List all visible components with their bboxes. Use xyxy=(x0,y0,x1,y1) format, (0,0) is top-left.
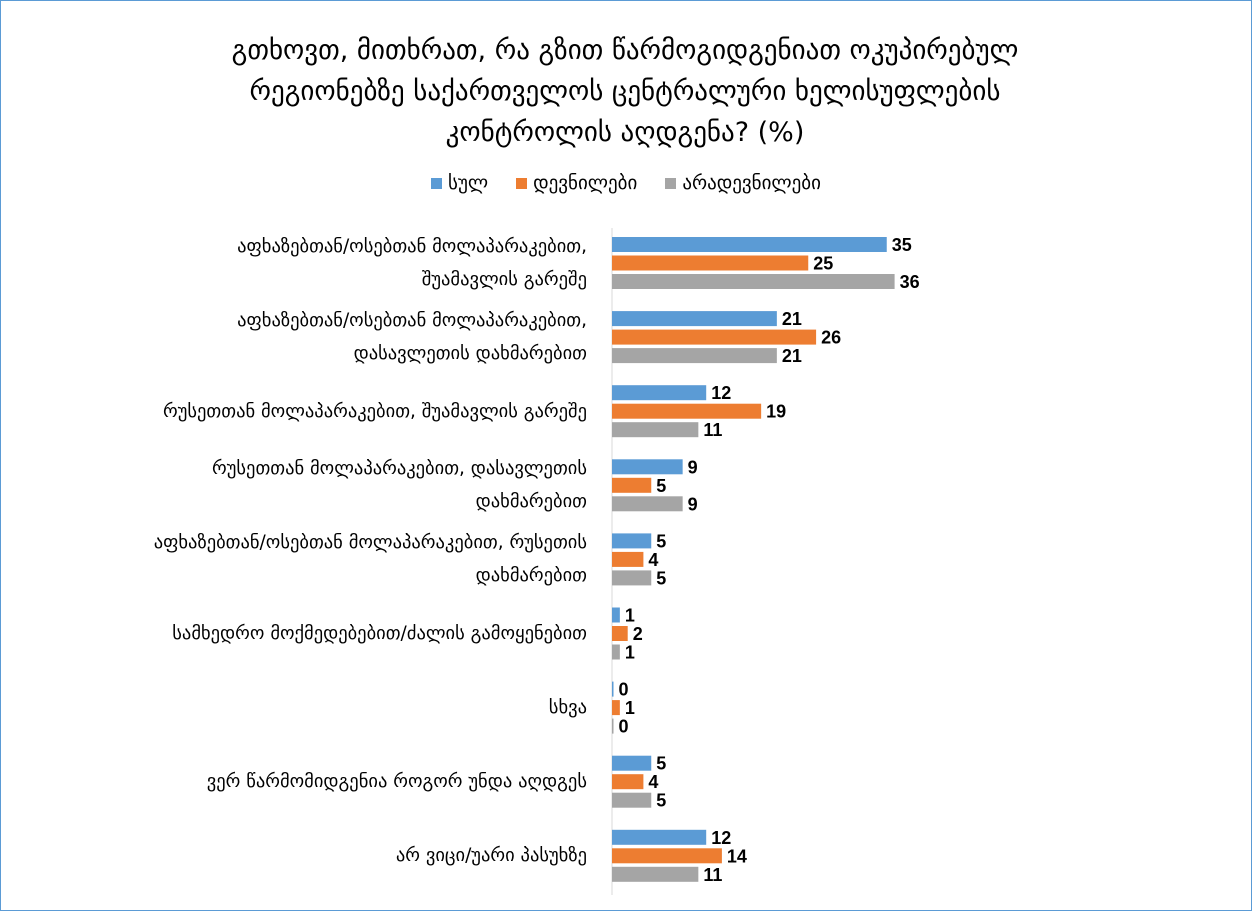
data-label: 9 xyxy=(688,494,698,514)
bar xyxy=(612,329,817,345)
data-label: 35 xyxy=(892,235,912,255)
bar xyxy=(612,311,777,327)
data-label: 0 xyxy=(619,717,629,737)
category-label-line: აფხაზებთან/ოსებთან მოლაპარაკებით, xyxy=(237,236,587,257)
bar xyxy=(612,477,652,493)
data-label: 4 xyxy=(648,550,658,570)
data-label: 12 xyxy=(711,828,731,848)
data-label: 25 xyxy=(813,254,833,274)
bar xyxy=(612,255,809,271)
bar xyxy=(612,607,620,623)
data-label: 5 xyxy=(656,531,666,551)
category-label-line: დახმარებით xyxy=(475,491,587,513)
category-label-line: რუსეთთან მოლაპარაკებით, დასავლეთის xyxy=(212,458,587,480)
data-label: 36 xyxy=(900,272,920,292)
bar xyxy=(612,755,652,771)
data-label: 5 xyxy=(656,791,666,811)
data-label: 14 xyxy=(727,846,747,866)
legend-swatch-non-idp xyxy=(665,177,677,189)
bar xyxy=(612,570,652,586)
category-label: რუსეთთან მოლაპარაკებით, დასავლეთის დახმარ… xyxy=(0,452,587,518)
data-label: 5 xyxy=(656,568,666,588)
data-label: 5 xyxy=(656,754,666,774)
data-label: 12 xyxy=(711,383,731,403)
category-label-line: შუამავლის გარეშე xyxy=(421,269,587,290)
legend-swatch-total xyxy=(431,177,443,189)
category-label: აფხაზებთან/ოსებთან მოლაპარაკებით, დასავლე… xyxy=(0,304,587,370)
category-label: აფხაზებთან/ოსებთან მოლაპარაკებით, რუსეთი… xyxy=(0,526,587,592)
bar xyxy=(612,274,895,289)
data-label: 21 xyxy=(782,309,802,329)
bar xyxy=(612,385,707,401)
data-label: 26 xyxy=(821,328,841,348)
category-label-line: სამხედრო მოქმედებებით/ძალის გამოყენებით xyxy=(172,623,587,644)
bar xyxy=(612,626,628,641)
data-label: 1 xyxy=(625,698,635,718)
data-label: 1 xyxy=(625,643,635,663)
category-label: აფხაზებთან/ოსებთან მოლაპარაკებით, შუამავლ… xyxy=(0,230,587,296)
data-label: 1 xyxy=(625,606,635,626)
bar xyxy=(612,422,699,438)
category-label-line: ვერ წარმომიდგენია როგორ უნდა აღდგეს xyxy=(206,771,587,793)
category-label-line: სხვა xyxy=(548,697,587,719)
data-label: 19 xyxy=(766,402,786,422)
category-label: ვერ წარმომიდგენია როგორ უნდა აღდგეს xyxy=(0,765,587,798)
data-label: 0 xyxy=(619,680,629,700)
category-label-line: დახმარებით xyxy=(475,565,587,587)
data-label: 5 xyxy=(656,476,666,496)
category-label: რუსეთთან მოლაპარაკებით, შუამავლის გარეშე xyxy=(0,395,587,428)
bar xyxy=(612,459,683,475)
data-label: 21 xyxy=(782,346,802,366)
data-label: 2 xyxy=(633,624,643,644)
legend-swatch-idp xyxy=(516,177,528,189)
legend-label-total: სულ xyxy=(448,172,489,194)
data-label: 11 xyxy=(703,865,722,885)
bar xyxy=(612,718,614,734)
bar xyxy=(612,403,762,419)
legend-label-non-idp: არადევნილები xyxy=(682,172,821,194)
bar xyxy=(612,700,620,716)
category-label: სამხედრო მოქმედებებით/ძალის გამოყენებით xyxy=(0,617,587,650)
bar xyxy=(612,848,722,864)
chart-title-line: კონტროლის აღდგენა? (%) xyxy=(445,117,805,148)
bar xyxy=(612,644,620,660)
chart-title-line: რეგიონებზე საქართველოს ცენტრალური ხელისუ… xyxy=(249,76,1001,107)
legend-item-non-idp: არადევნილები xyxy=(665,172,821,194)
bar xyxy=(612,551,644,567)
bar xyxy=(612,681,614,697)
data-label: 9 xyxy=(688,457,698,477)
category-label-line: აფხაზებთან/ოსებთან მოლაპარაკებით, რუსეთი… xyxy=(153,532,587,554)
bar xyxy=(612,496,683,512)
bar xyxy=(612,533,652,549)
category-label-line: არ ვიცი/უარი პასუხზე xyxy=(395,845,587,867)
category-label: სხვა xyxy=(0,691,587,724)
bar xyxy=(612,829,707,845)
chart-title: გთხოვთ, მითხრათ, რა გზით წარმოგიდგენიათ … xyxy=(130,30,1120,153)
bar xyxy=(612,348,777,364)
data-label: 4 xyxy=(648,772,658,792)
bar xyxy=(612,237,887,252)
category-label-line: აფხაზებთან/ოსებთან მოლაპარაკებით, xyxy=(237,310,587,332)
bar xyxy=(612,792,652,808)
category-label-line: დასავლეთის დახმარებით xyxy=(353,343,587,365)
category-label-line: რუსეთთან მოლაპარაკებით, შუამავლის გარეშე xyxy=(162,400,587,422)
category-label: არ ვიცი/უარი პასუხზე xyxy=(0,839,587,872)
bar xyxy=(612,866,699,882)
bar xyxy=(612,774,644,790)
chart-title-line: გთხოვთ, მითხრათ, რა გზით წარმოგიდგენიათ … xyxy=(231,35,1019,66)
legend-item-idp: დევნილები xyxy=(516,172,637,194)
legend-item-total: სულ xyxy=(431,172,488,194)
legend: სულ დევნილები არადევნილები xyxy=(0,172,1252,194)
data-label: 11 xyxy=(703,420,722,440)
legend-label-idp: დევნილები xyxy=(533,172,638,194)
